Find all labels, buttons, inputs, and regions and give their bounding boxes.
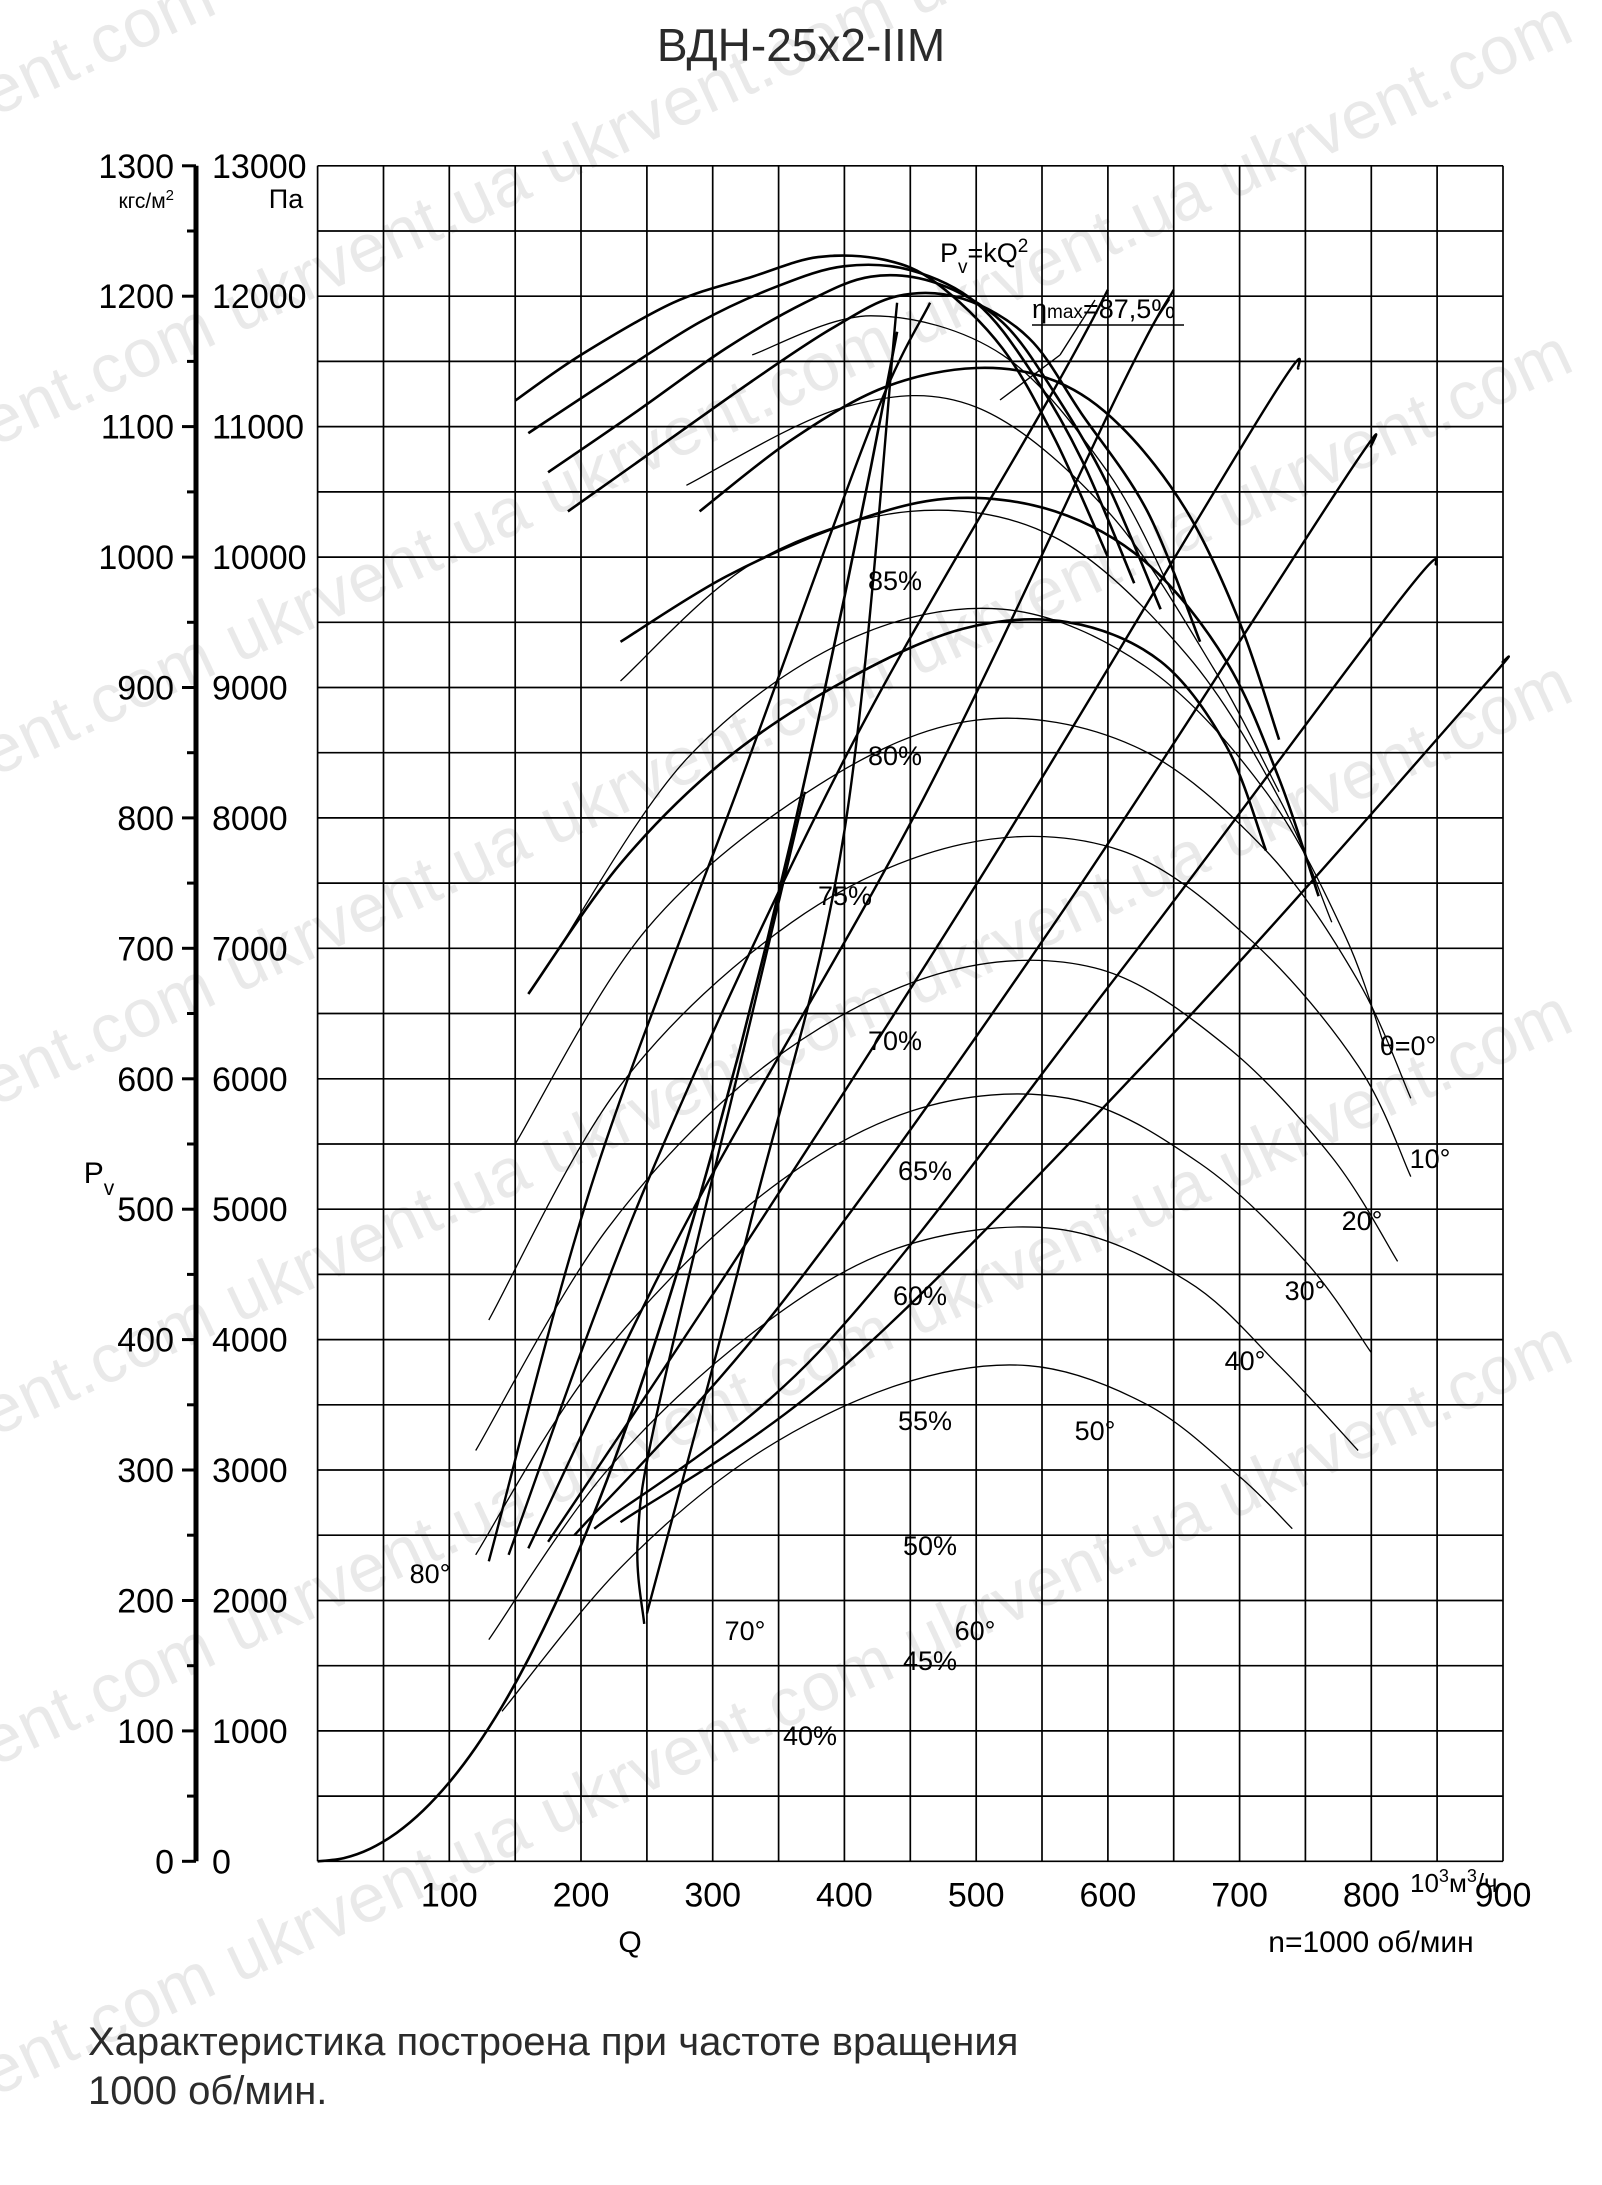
svg-text:100: 100 xyxy=(421,1876,478,1914)
svg-text:40°: 40° xyxy=(1225,1346,1266,1376)
svg-text:n=1000 об/мин: n=1000 об/мин xyxy=(1268,1926,1473,1959)
svg-text:Q: Q xyxy=(618,1926,641,1959)
svg-text:50°: 50° xyxy=(1075,1416,1116,1446)
svg-text:6000: 6000 xyxy=(212,1061,288,1099)
svg-text:1300: 1300 xyxy=(98,148,174,186)
svg-text:0: 0 xyxy=(212,1843,231,1881)
svg-text:80%: 80% xyxy=(868,741,922,771)
svg-text:500: 500 xyxy=(117,1191,174,1229)
svg-text:9000: 9000 xyxy=(212,670,288,708)
svg-text:200: 200 xyxy=(553,1876,610,1914)
svg-text:4000: 4000 xyxy=(212,1322,288,1360)
svg-text:20°: 20° xyxy=(1342,1206,1383,1236)
svg-text:1100: 1100 xyxy=(101,409,174,447)
svg-text:800: 800 xyxy=(117,800,174,838)
svg-text:300: 300 xyxy=(684,1876,741,1914)
svg-text:70°: 70° xyxy=(725,1616,766,1646)
svg-text:10000: 10000 xyxy=(212,539,307,577)
svg-text:300: 300 xyxy=(117,1452,174,1490)
svg-text:65%: 65% xyxy=(898,1156,952,1186)
svg-text:13000: 13000 xyxy=(212,148,307,186)
svg-text:103м3/ч: 103м3/ч xyxy=(1410,1866,1498,1898)
svg-text:Pv: Pv xyxy=(84,1157,115,1200)
svg-text:5000: 5000 xyxy=(212,1191,288,1229)
svg-text:8000: 8000 xyxy=(212,800,288,838)
svg-text:70%: 70% xyxy=(868,1026,922,1056)
svg-text:75%: 75% xyxy=(818,881,872,911)
svg-text:80°: 80° xyxy=(410,1559,451,1589)
svg-text:кгс/м2: кгс/м2 xyxy=(118,186,174,213)
svg-text:0: 0 xyxy=(155,1843,174,1881)
svg-text:600: 600 xyxy=(1080,1876,1137,1914)
svg-text:400: 400 xyxy=(816,1876,873,1914)
svg-text:2000: 2000 xyxy=(212,1583,288,1621)
svg-text:45%: 45% xyxy=(903,1646,957,1676)
svg-text:θ=0°: θ=0° xyxy=(1380,1031,1437,1061)
svg-text:30°: 30° xyxy=(1285,1276,1326,1306)
svg-text:600: 600 xyxy=(117,1061,174,1099)
svg-text:Па: Па xyxy=(269,184,304,214)
svg-text:55%: 55% xyxy=(898,1406,952,1436)
svg-text:11000: 11000 xyxy=(212,409,304,447)
svg-text:40%: 40% xyxy=(783,1721,837,1751)
svg-text:700: 700 xyxy=(1211,1876,1268,1914)
svg-text:12000: 12000 xyxy=(212,278,307,316)
svg-text:900: 900 xyxy=(117,670,174,708)
svg-text:7000: 7000 xyxy=(212,930,288,968)
svg-text:85%: 85% xyxy=(868,566,922,596)
svg-text:500: 500 xyxy=(948,1876,1005,1914)
svg-text:60%: 60% xyxy=(893,1281,947,1311)
svg-text:60°: 60° xyxy=(955,1616,996,1646)
svg-text:1200: 1200 xyxy=(98,278,174,316)
svg-text:50%: 50% xyxy=(903,1531,957,1561)
svg-text:400: 400 xyxy=(117,1322,174,1360)
svg-text:200: 200 xyxy=(117,1583,174,1621)
svg-text:700: 700 xyxy=(117,930,174,968)
svg-text:ηmax=87,5%: ηmax=87,5% xyxy=(1032,294,1175,324)
svg-text:800: 800 xyxy=(1343,1876,1400,1914)
svg-text:10°: 10° xyxy=(1410,1144,1451,1174)
svg-text:1000: 1000 xyxy=(98,539,174,577)
svg-text:Pv=kQ2: Pv=kQ2 xyxy=(940,236,1028,278)
svg-text:3000: 3000 xyxy=(212,1452,288,1490)
svg-text:1000: 1000 xyxy=(212,1713,288,1751)
svg-text:100: 100 xyxy=(117,1713,174,1751)
